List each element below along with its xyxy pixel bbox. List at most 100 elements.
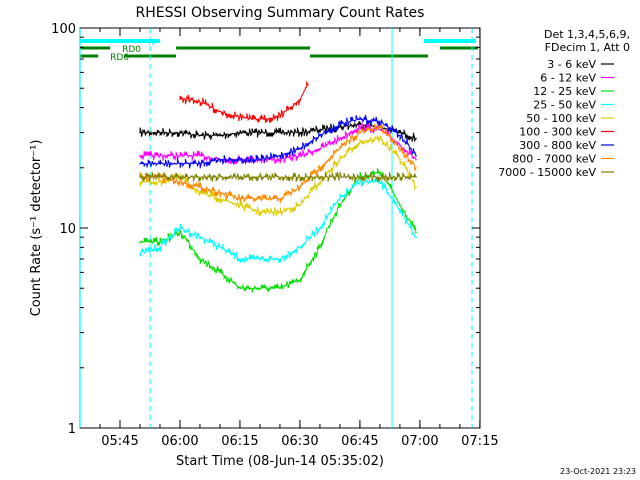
data-point (259, 158, 261, 161)
data-point (359, 126, 361, 128)
data-point (203, 102, 205, 105)
data-point (139, 162, 141, 165)
data-point (215, 109, 217, 111)
data-point (239, 258, 241, 260)
series-line (139, 135, 417, 217)
data-point (379, 120, 381, 123)
data-point (263, 118, 265, 120)
data-point (299, 246, 301, 249)
data-point (159, 241, 161, 243)
data-point (239, 115, 241, 118)
data-point (139, 252, 141, 254)
data-point (275, 115, 277, 118)
data-point (399, 147, 401, 150)
x-tick-label: 06:15 (221, 434, 258, 449)
legend-label: 7000 - 15000 keV (498, 166, 596, 179)
data-point (339, 198, 341, 200)
data-point (359, 181, 361, 183)
data-point (239, 158, 241, 161)
data-point (259, 287, 261, 290)
series-line (139, 176, 417, 264)
data-point (339, 158, 341, 161)
legend-header: FDecim 1, Att 0 (545, 41, 630, 54)
series-3 (139, 168, 417, 293)
data-point (415, 176, 417, 178)
legend-header: Det 1,3,4,5,6,9, (544, 28, 630, 41)
x-tick-label: 06:00 (161, 434, 198, 449)
data-point (259, 211, 261, 213)
data-point (339, 126, 341, 128)
data-point (251, 118, 253, 120)
data-point (179, 227, 181, 229)
data-point (359, 123, 361, 126)
data-point (299, 279, 301, 281)
data-point (319, 134, 321, 137)
data-point (359, 118, 361, 120)
data-point (139, 131, 141, 134)
series-line (139, 123, 417, 204)
flag-label: RD6 (110, 53, 129, 63)
data-point (299, 204, 301, 206)
legend: Det 1,3,4,5,6,9,FDecim 1, Att 0 3 - 6 keV… (498, 28, 630, 179)
data-point (379, 181, 381, 183)
y-tick-label: 10 (59, 222, 76, 237)
data-point (219, 271, 221, 274)
series-line (139, 171, 417, 183)
legend-label: 300 - 800 keV (519, 139, 596, 152)
data-point (359, 131, 361, 134)
data-point (199, 134, 201, 137)
data-point (139, 176, 141, 178)
data-point (159, 162, 161, 165)
legend-label: 50 - 100 keV (526, 112, 596, 125)
data-point (415, 158, 417, 161)
data-point (179, 131, 181, 134)
y-tick-label: 100 (51, 22, 76, 37)
legend-label: 800 - 7000 keV (512, 153, 596, 166)
data-point (179, 231, 181, 234)
data-point (199, 192, 201, 194)
data-point (299, 98, 301, 101)
flag-label: N (148, 38, 155, 48)
data-point (319, 181, 321, 183)
series-group (139, 80, 417, 293)
series-line (139, 123, 417, 165)
data-point (339, 147, 341, 150)
series-6 (179, 80, 309, 124)
data-point (179, 162, 181, 165)
series-7 (139, 114, 417, 169)
chart-title: RHESSI Observing Summary Count Rates (136, 5, 425, 21)
series-4 (139, 176, 417, 264)
data-point (219, 158, 221, 161)
data-point (359, 140, 361, 143)
data-point (287, 109, 289, 111)
data-point (279, 258, 281, 260)
data-point (179, 98, 181, 101)
data-point (379, 126, 381, 128)
data-point (259, 258, 261, 260)
legend-label: 6 - 12 keV (540, 72, 596, 85)
data-point (399, 204, 401, 206)
data-point (299, 147, 301, 150)
data-point (239, 287, 241, 290)
data-point (299, 131, 301, 134)
data-point (279, 131, 281, 134)
data-point (319, 147, 321, 150)
legend-label: 12 - 25 keV (533, 85, 596, 98)
x-tick-label: 07:00 (401, 434, 438, 449)
data-point (191, 98, 193, 101)
data-point (199, 258, 201, 260)
data-point (279, 287, 281, 290)
series-2 (139, 123, 417, 165)
data-point (179, 181, 181, 183)
data-point (199, 154, 201, 157)
data-point (339, 137, 341, 140)
data-point (159, 131, 161, 134)
data-point (279, 211, 281, 213)
data-point (399, 144, 401, 146)
data-point (399, 211, 401, 213)
data-point (319, 227, 321, 229)
x-tick-label: 06:30 (281, 434, 318, 449)
data-point (239, 131, 241, 134)
data-point (299, 186, 301, 188)
